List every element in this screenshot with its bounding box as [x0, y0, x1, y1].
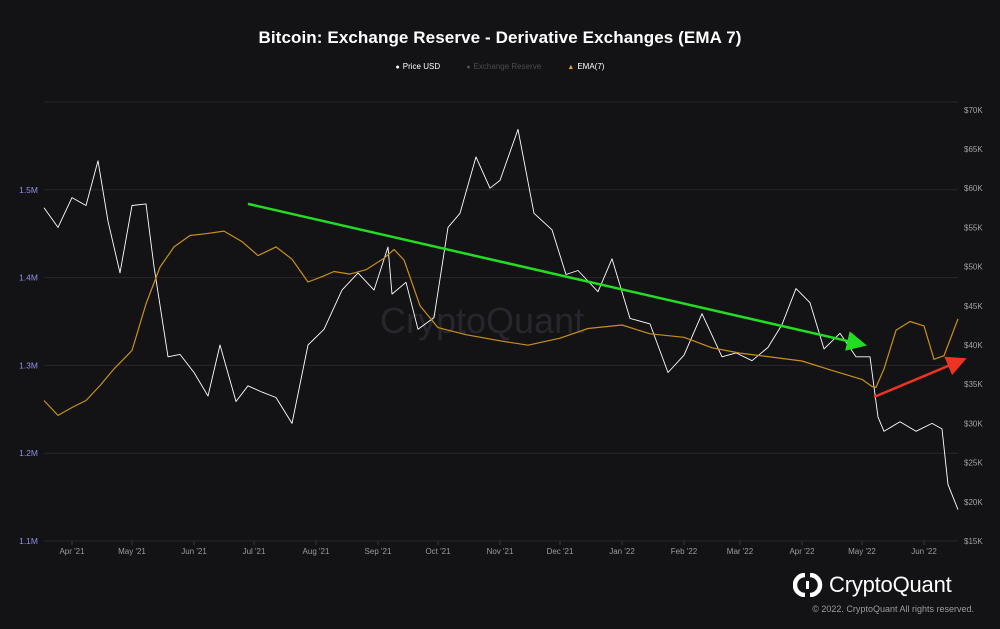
right-tick-label: $60K	[964, 184, 983, 193]
x-tick-label: Oct '21	[425, 547, 451, 556]
series-line-ema	[43, 230, 959, 416]
right-axis: $15K $20K $25K $30K $35K $40K $45K $50K $55K $60K…	[964, 106, 983, 546]
right-tick-label: $55K	[964, 223, 983, 232]
right-tick-label: $45K	[964, 302, 983, 311]
x-tick-label: May '21	[118, 547, 146, 556]
left-tick-label: 1.4M	[19, 273, 38, 283]
series-line-price	[43, 128, 959, 510]
legend-marker-ema: ▲	[567, 64, 575, 71]
x-tick-label: Jun '21	[181, 547, 207, 556]
legend-marker-price: ●	[395, 64, 400, 71]
x-axis: Apr '21 May '21 Jun '21 Jul '21 Aug '21 Sep '…	[59, 541, 937, 556]
right-tick-label: $40K	[964, 341, 983, 350]
legend-item-ema[interactable]: ▲ EMA(7)	[567, 62, 604, 71]
chart-legend: ● Price USD ● Exchange Reserve ▲ EMA(7)	[0, 62, 1000, 71]
cryptoquant-logo-icon	[793, 573, 823, 597]
trend-arrow-up	[873, 356, 967, 399]
x-tick-label: May '22	[848, 547, 876, 556]
x-tick-label: Jul '21	[243, 547, 266, 556]
left-tick-label: 1.1M	[19, 536, 38, 546]
right-tick-label: $15K	[964, 537, 983, 546]
left-tick-label: 1.3M	[19, 360, 38, 370]
legend-label-price: Price USD	[402, 62, 441, 71]
x-tick-label: Mar '22	[727, 547, 754, 556]
legend-item-reserve[interactable]: ● Exchange Reserve	[466, 62, 541, 71]
legend-item-price[interactable]: ● Price USD	[396, 62, 441, 71]
x-tick-label: Feb '22	[671, 547, 698, 556]
copyright-text: © 2022. CryptoQuant All rights reserved.	[812, 604, 974, 614]
chart-title: Bitcoin: Exchange Reserve - Derivative E…	[258, 28, 742, 47]
right-tick-label: $50K	[964, 263, 983, 272]
x-tick-label: Apr '21	[59, 547, 85, 556]
legend-label-ema: EMA(7)	[577, 62, 605, 71]
right-tick-label: $35K	[964, 380, 983, 389]
x-tick-label: Aug '21	[303, 547, 330, 556]
x-tick-label: Nov '21	[487, 547, 514, 556]
x-tick-label: Sep '21	[365, 547, 392, 556]
left-tick-label: 1.5M	[19, 185, 38, 195]
left-tick-label: 1.2M	[19, 448, 38, 458]
trend-arrow-down	[247, 202, 867, 351]
left-axis: 1.1M 1.2M 1.3M 1.4M 1.5M	[19, 185, 38, 546]
right-tick-label: $70K	[964, 106, 983, 115]
legend-label-reserve: Exchange Reserve	[473, 62, 542, 71]
x-tick-label: Dec '21	[547, 547, 574, 556]
right-tick-label: $20K	[964, 498, 983, 507]
annotation-layer	[247, 202, 967, 399]
grid-lines	[44, 101, 958, 542]
watermark-text: CryptoQuant	[380, 300, 585, 341]
right-tick-label: $65K	[964, 145, 983, 154]
x-tick-label: Jan '22	[609, 547, 635, 556]
series-layer	[43, 128, 959, 510]
x-tick-label: Apr '22	[789, 547, 815, 556]
right-tick-label: $30K	[964, 419, 983, 428]
brand-logo: CryptoQuant	[793, 572, 952, 598]
brand-name: CryptoQuant	[829, 572, 952, 597]
right-tick-label: $25K	[964, 459, 983, 468]
x-tick-label: Jun '22	[911, 547, 937, 556]
legend-marker-reserve: ●	[466, 64, 471, 71]
